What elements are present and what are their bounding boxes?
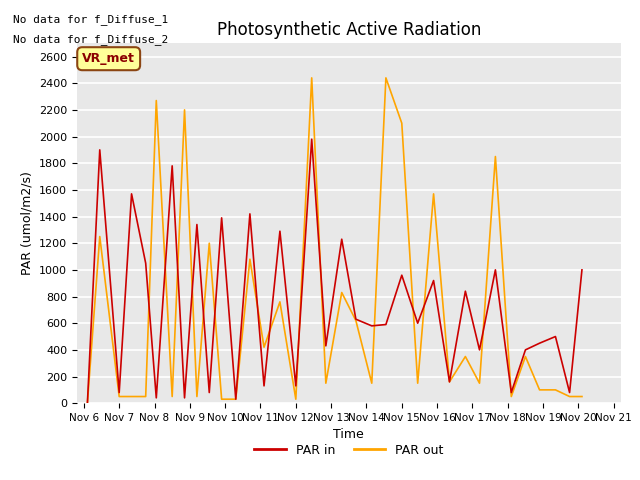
PAR in	[308, 136, 316, 142]
PAR out	[338, 289, 346, 295]
PAR out	[414, 380, 422, 386]
PAR in	[205, 390, 213, 396]
PAR out	[168, 394, 176, 399]
PAR out	[84, 400, 92, 406]
PAR in	[445, 379, 453, 385]
PAR in	[115, 390, 123, 396]
PAR out	[508, 394, 515, 399]
PAR out	[461, 354, 469, 360]
PAR in	[352, 316, 360, 322]
PAR out	[142, 394, 150, 399]
PAR out	[205, 240, 213, 246]
PAR out	[398, 120, 406, 126]
PAR out	[308, 75, 316, 81]
PAR in	[566, 390, 573, 396]
PAR in	[180, 395, 188, 401]
Text: No data for f_Diffuse_1: No data for f_Diffuse_1	[13, 14, 168, 25]
PAR in	[398, 272, 406, 278]
PAR in	[292, 383, 300, 389]
PAR in	[96, 147, 104, 153]
PAR out	[276, 299, 284, 305]
PAR in	[536, 340, 543, 346]
X-axis label: Time: Time	[333, 429, 364, 442]
PAR out	[522, 354, 529, 360]
PAR in	[232, 396, 239, 402]
PAR out	[96, 234, 104, 240]
PAR in	[552, 334, 559, 339]
PAR in	[152, 395, 160, 401]
PAR out	[536, 387, 543, 393]
PAR in	[522, 347, 529, 353]
PAR out	[429, 191, 437, 197]
PAR out	[566, 394, 573, 399]
PAR out	[368, 380, 376, 386]
PAR in	[246, 211, 253, 217]
PAR in	[142, 260, 150, 266]
PAR out	[180, 107, 188, 113]
PAR out	[232, 396, 239, 402]
PAR out	[218, 396, 225, 402]
Line: PAR in: PAR in	[88, 139, 582, 403]
PAR in	[368, 323, 376, 329]
PAR out	[578, 394, 586, 399]
PAR in	[476, 347, 483, 353]
PAR in	[322, 343, 330, 349]
PAR in	[461, 288, 469, 294]
PAR in	[492, 267, 499, 273]
PAR in	[382, 322, 390, 327]
Title: Photosynthetic Active Radiation: Photosynthetic Active Radiation	[216, 21, 481, 39]
PAR in	[168, 163, 176, 169]
PAR out	[552, 387, 559, 393]
PAR out	[476, 380, 483, 386]
Text: VR_met: VR_met	[82, 52, 135, 65]
PAR in	[84, 400, 92, 406]
PAR out	[246, 256, 253, 262]
PAR in	[338, 236, 346, 242]
PAR in	[429, 277, 437, 283]
PAR out	[292, 396, 300, 402]
PAR in	[193, 222, 201, 228]
Y-axis label: PAR (umol/m2/s): PAR (umol/m2/s)	[20, 171, 33, 275]
PAR out	[152, 97, 160, 103]
PAR out	[260, 344, 268, 350]
PAR in	[218, 215, 225, 221]
PAR in	[508, 390, 515, 396]
PAR out	[193, 394, 201, 399]
PAR in	[578, 267, 586, 273]
PAR out	[492, 154, 499, 159]
PAR in	[414, 320, 422, 326]
PAR out	[352, 318, 360, 324]
PAR out	[445, 379, 453, 385]
PAR out	[382, 75, 390, 81]
PAR out	[128, 394, 136, 399]
Legend: PAR in, PAR out: PAR in, PAR out	[250, 439, 448, 462]
PAR in	[260, 383, 268, 389]
PAR in	[128, 191, 136, 197]
Line: PAR out: PAR out	[88, 78, 582, 403]
Text: No data for f_Diffuse_2: No data for f_Diffuse_2	[13, 34, 168, 45]
PAR in	[276, 228, 284, 234]
PAR out	[115, 394, 123, 399]
PAR out	[322, 380, 330, 386]
